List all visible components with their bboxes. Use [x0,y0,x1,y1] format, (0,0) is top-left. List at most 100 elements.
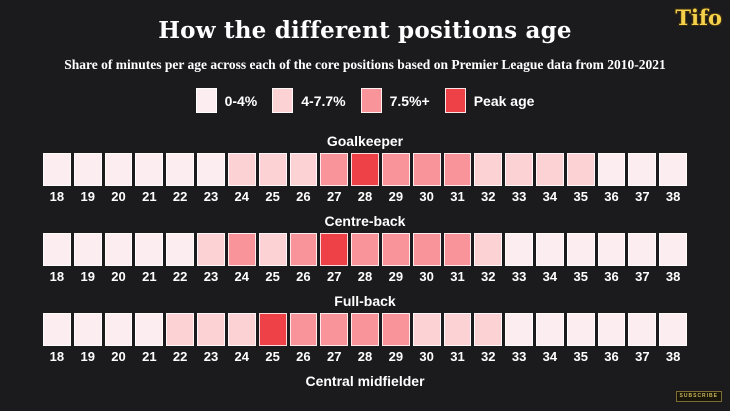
heatmap-cell [659,313,688,346]
heatmap-cell [505,233,533,266]
heatmap-cell [135,313,164,346]
heatmap-rows: Goalkeeper 18 19 20 21 22 23 24 25 26 27 28 29 30 31 32… [0,134,730,389]
position-block-central-midfielder: Central midfielder [0,374,730,389]
age-tick-label: 29 [388,349,404,364]
heatmap-cell [566,153,595,186]
heatmap-cell [197,233,225,266]
age-tick-label: 33 [511,269,527,284]
age-tick-label: 37 [635,349,650,364]
heatmap-cell [73,233,102,266]
heatmap-cell [412,233,441,266]
heatmap-cell [258,153,287,186]
age-tick-label: 25 [265,269,280,284]
heatmap-cell [320,233,349,266]
heatmap-cell [166,153,195,186]
heatmap-cell [597,313,626,346]
age-axis: 18 19 20 21 22 23 24 25 26 27 28 29 30 31 32 33 34 35 36 37… [43,269,687,284]
age-tick-label: 29 [388,189,404,204]
age-tick-label: 36 [604,189,619,204]
heatmap-cell [104,153,133,186]
age-tick-label: 37 [635,189,650,204]
heatmap-cell [135,153,164,186]
heatmap-cell [566,313,595,346]
legend-label: 0-4% [224,92,258,109]
age-tick-label: 18 [49,269,65,284]
chart-title: How the different positions age [158,17,572,44]
age-tick-label: 30 [419,269,434,284]
legend-item: 4-7.7% [272,88,346,113]
age-tick-label: 32 [481,269,496,284]
heatmap-cell [659,153,688,186]
heatmap-cell [351,153,379,186]
age-tick-label: 35 [573,269,588,284]
heatmap-cell [104,313,133,346]
age-tick-label: 21 [142,189,157,204]
age-tick-label: 25 [265,189,280,204]
heatmap-row [43,233,688,266]
heatmap-cell [443,233,472,266]
heatmap-cell [597,233,626,266]
age-tick-label: 36 [604,269,619,284]
heatmap-cell [73,153,102,186]
age-tick-label: 22 [172,269,188,284]
age-tick-label: 36 [604,349,619,364]
age-tick-label: 30 [419,349,434,364]
heatmap-cell [73,313,102,346]
heatmap-cell [659,233,688,266]
age-tick-label: 23 [203,349,219,364]
age-tick-label: 34 [542,269,558,284]
legend-label: 7.5%+ [389,92,430,109]
age-tick-label: 21 [142,349,157,364]
heatmap-cell [443,313,472,346]
legend-label: 4-7.7% [301,92,346,109]
heatmap-cell [258,233,287,266]
heatmap-cell [43,313,71,346]
position-block-goalkeeper: Goalkeeper 18 19 20 21 22 23 24 25 26 27 28 29 30 31 32… [0,134,730,204]
age-tick-label: 30 [419,189,434,204]
age-tick-label: 34 [542,349,558,364]
tifo-logo: Tifo [675,5,722,30]
age-tick-label: 35 [573,349,588,364]
heatmap-cell [628,313,657,346]
age-tick-label: 19 [80,349,95,364]
age-tick-label: 19 [80,269,95,284]
heatmap-cell [135,233,164,266]
age-tick-label: 33 [511,349,527,364]
age-tick-label: 20 [111,349,126,364]
age-tick-label: 21 [142,269,157,284]
heatmap-cell [227,313,256,346]
heatmap-cell [227,233,256,266]
heatmap-cell [227,153,256,186]
age-tick-label: 32 [481,349,496,364]
age-tick-label: 26 [296,349,311,364]
heatmap-cell [505,153,533,186]
position-block-full-back: Full-back 18 19 20 21 22 23 24 25 26 27 28 29 30 31 32 3… [0,294,730,364]
age-tick-label: 33 [511,189,527,204]
age-tick-label: 23 [203,189,219,204]
age-tick-label: 22 [172,189,188,204]
legend-label: Peak age [473,92,535,109]
position-title: Goalkeeper [326,133,404,149]
heatmap-cell [536,233,564,266]
age-tick-label: 23 [203,269,219,284]
position-block-centre-back: Centre-back 18 19 20 21 22 23 24 25 26 27 28 29 30 31 3… [0,214,730,284]
position-title: Full-back [334,293,396,309]
legend-swatch [360,88,382,113]
subscribe-watermark: SUBSCRIBE [675,391,722,402]
heatmap-cell [43,153,71,186]
heatmap-cell [628,153,657,186]
heatmap-cell [505,313,533,346]
heatmap-cell [197,313,225,346]
age-axis: 18 19 20 21 22 23 24 25 26 27 28 29 30 31 32 33 34 35 36 37… [43,349,687,364]
heatmap-cell [381,313,410,346]
position-title: Centre-back [324,213,406,229]
legend-item: Peak age [444,88,535,113]
heatmap-cell [628,233,657,266]
age-tick-label: 19 [80,189,95,204]
age-tick-label: 18 [49,189,65,204]
heatmap-row [43,153,688,186]
age-tick-label: 26 [296,269,311,284]
heatmap-cell [258,313,287,346]
heatmap-cell [197,153,225,186]
age-tick-label: 26 [296,189,311,204]
